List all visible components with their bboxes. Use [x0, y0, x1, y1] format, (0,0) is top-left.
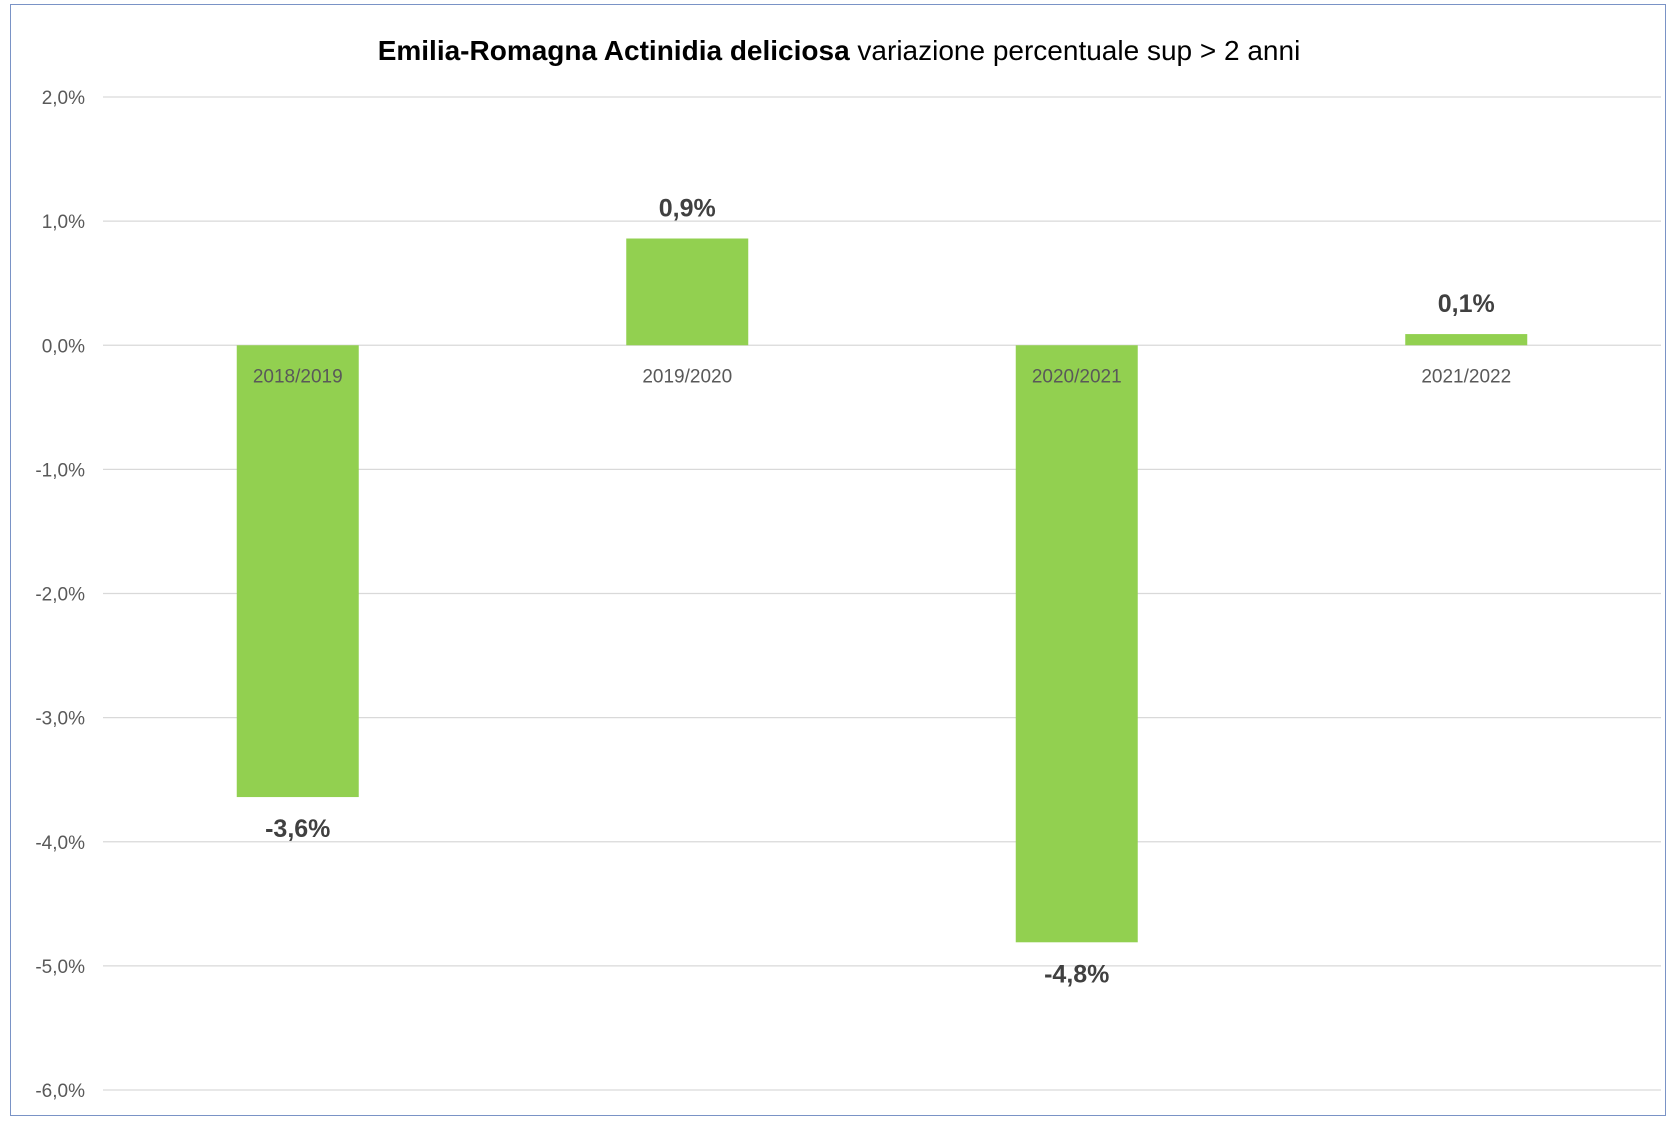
bar-chart: Emilia-Romagna Actinidia deliciosa varia…: [35, 35, 1661, 1102]
chart-title-bold: Emilia-Romagna Actinidia deliciosa: [378, 35, 850, 66]
gridlines: [103, 96, 1661, 1091]
x-category-label: 2020/2021: [1032, 366, 1122, 387]
chart-title-rest: variazione percentuale sup > 2 anni: [850, 35, 1301, 66]
y-axis-ticks: 2,0% 1,0% 0,0% -1,0% -2,0% -3,0% -4,0% -5,0% -6,…: [35, 88, 85, 1102]
bar: [1405, 334, 1528, 346]
data-label: -4,8%: [1044, 960, 1109, 988]
y-tick-label: 2,0%: [42, 88, 85, 109]
bars: [236, 238, 1528, 943]
x-category-label: 2021/2022: [1421, 366, 1511, 387]
chart-frame: Emilia-Romagna Actinidia deliciosa varia…: [10, 4, 1666, 1116]
y-tick-label: -1,0%: [35, 460, 85, 481]
bar: [1015, 345, 1138, 943]
y-tick-label: -5,0%: [35, 957, 85, 978]
y-tick-label: -6,0%: [35, 1081, 85, 1102]
x-category-label: 2019/2020: [642, 366, 732, 387]
data-label: 0,1%: [1438, 290, 1495, 318]
x-category-label: 2018/2019: [253, 366, 343, 387]
bar: [626, 238, 749, 346]
data-label: 0,9%: [659, 195, 716, 223]
y-tick-label: -4,0%: [35, 833, 85, 854]
y-tick-label: 1,0%: [42, 212, 85, 233]
y-tick-label: -3,0%: [35, 709, 85, 730]
x-axis-categories: 2018/2019 2019/2020 2020/2021 2021/2022: [253, 366, 1511, 387]
y-tick-label: 0,0%: [42, 336, 85, 357]
bar: [236, 345, 359, 798]
y-tick-label: -2,0%: [35, 585, 85, 606]
data-labels: -3,6% 0,9% -4,8% 0,1%: [265, 195, 1495, 989]
chart-title: Emilia-Romagna Actinidia deliciosa varia…: [378, 35, 1301, 66]
data-label: -3,6%: [265, 815, 330, 843]
